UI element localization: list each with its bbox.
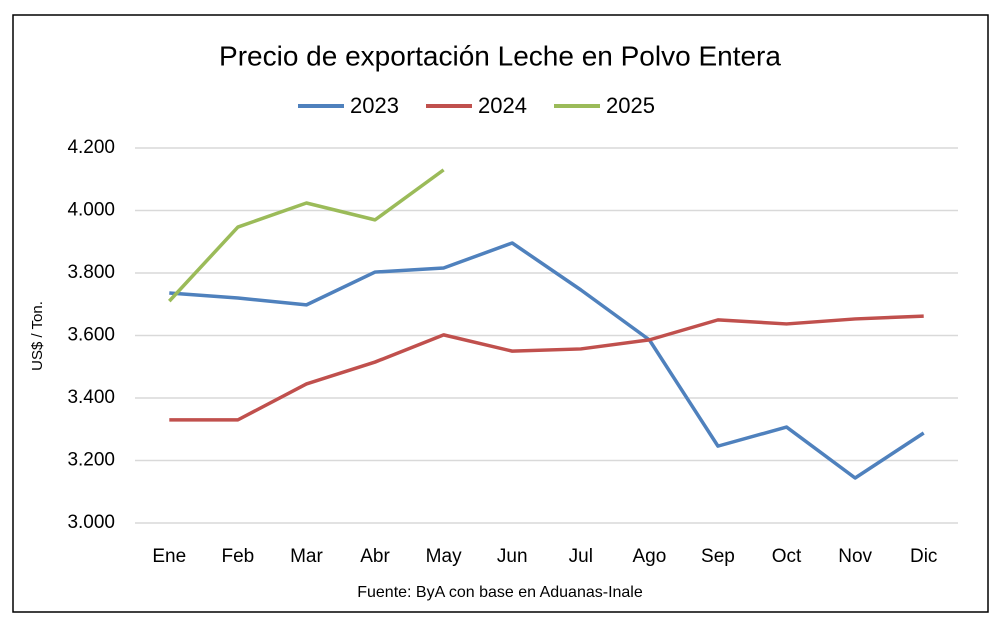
x-tick-label: Ene <box>152 546 186 567</box>
source: Fuente: ByA con base en Aduanas-Inale <box>357 584 643 601</box>
x-tick-label: Nov <box>838 546 872 567</box>
y-tick-label: 3.200 <box>67 450 115 471</box>
x-tick-label: Feb <box>222 546 255 567</box>
y-axis-label: US$ / Ton. <box>29 301 46 371</box>
chart-title: Precio de exportación Leche en Polvo Ent… <box>219 40 781 71</box>
y-tick-label: 3.800 <box>67 262 115 283</box>
x-tick-label: Abr <box>360 546 390 567</box>
legend-label: 2023 <box>350 93 399 118</box>
legend-label: 2024 <box>478 93 527 118</box>
x-tick-label: Jul <box>569 546 593 567</box>
series-line <box>168 168 445 303</box>
x-tick-label: Mar <box>290 546 323 567</box>
frame <box>12 14 989 613</box>
x-tick-label: Jun <box>497 546 528 567</box>
y-tick-label: 3.400 <box>67 387 115 408</box>
series-line <box>169 241 925 480</box>
x-tick-label: Oct <box>772 546 802 567</box>
y-tick-label: 4.200 <box>67 137 115 158</box>
x-tick-label: Sep <box>701 546 735 567</box>
y-tick-label: 4.000 <box>67 200 115 221</box>
x-tick-label: Ago <box>632 546 666 567</box>
x-tick-label: Dic <box>910 546 937 567</box>
legend-label: 2025 <box>606 93 655 118</box>
x-tick-label: May <box>426 546 462 567</box>
series-line <box>169 314 924 422</box>
y-tick-label: 3.000 <box>67 512 115 533</box>
y-tick-label: 3.600 <box>67 325 115 346</box>
